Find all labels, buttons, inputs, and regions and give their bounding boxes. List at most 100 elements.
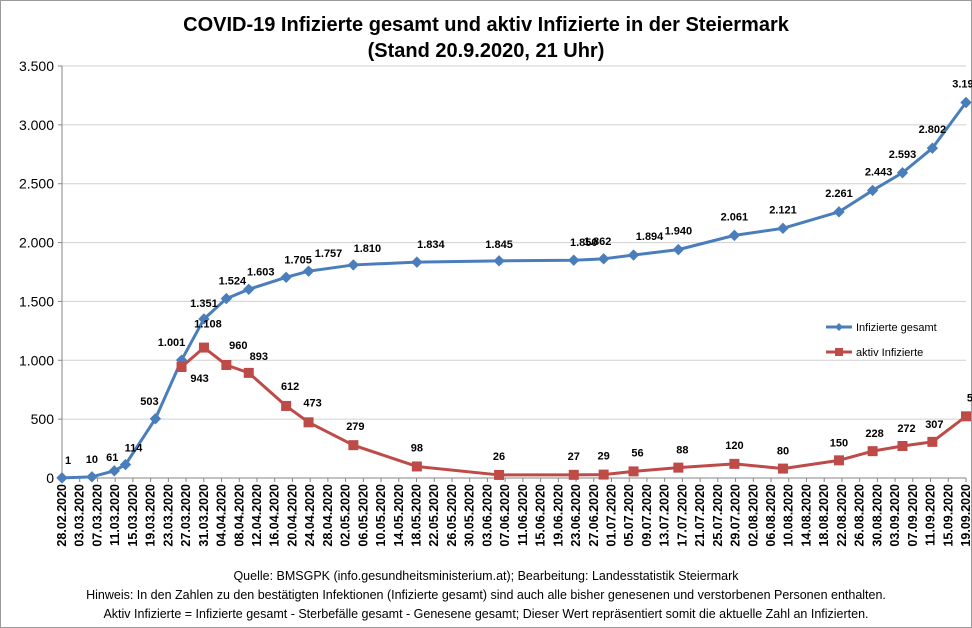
data-point-aktiv-infizierte <box>961 411 971 422</box>
data-label: 2.443 <box>865 166 893 178</box>
x-tick-label: 19.06.2020 <box>551 484 565 547</box>
data-label: 228 <box>865 428 883 440</box>
data-point-aktiv-infizierte <box>221 359 232 370</box>
chart-footer: Quelle: BMSGPK (info.gesundheitsminister… <box>0 567 972 624</box>
footer-source: Quelle: BMSGPK (info.gesundheitsminister… <box>233 569 739 583</box>
data-label: 88 <box>676 445 688 457</box>
data-point-infizierte-gesamt <box>926 142 939 154</box>
data-point-aktiv-infizierte <box>243 367 254 378</box>
data-label: 893 <box>250 351 268 363</box>
data-label: 524 <box>967 392 972 404</box>
data-label: 1.810 <box>354 243 382 255</box>
data-point-aktiv-infizierte <box>176 361 187 372</box>
data-label: 2.061 <box>721 211 749 223</box>
data-point-aktiv-infizierte <box>729 458 740 469</box>
x-tick-label: 16.04.2020 <box>268 484 282 547</box>
data-point-infizierte-gesamt <box>493 255 505 267</box>
data-label: 26 <box>493 451 505 463</box>
x-tick-label: 26.08.2020 <box>853 484 867 547</box>
data-point-infizierte-gesamt <box>866 184 879 197</box>
y-tick-label: 1.500 <box>19 293 54 309</box>
data-point-infizierte-gesamt <box>220 292 233 305</box>
data-point-infizierte-gesamt <box>86 471 98 483</box>
y-tick-label: 2.000 <box>19 235 54 251</box>
x-tick-label: 07.03.2020 <box>90 484 104 547</box>
data-label: 1.850 <box>570 237 598 249</box>
x-tick-label: 22.08.2020 <box>835 484 849 547</box>
data-label: 307 <box>925 419 943 431</box>
x-tick-label: 01.07.2020 <box>604 484 618 547</box>
y-tick-label: 2.500 <box>19 176 54 192</box>
y-tick-label: 3.000 <box>19 117 54 133</box>
x-tick-label: 25.07.2020 <box>711 484 725 547</box>
x-tick-label: 24.04.2020 <box>303 484 317 547</box>
data-label: 120 <box>725 440 743 452</box>
data-label: 1.894 <box>636 231 664 243</box>
data-point-infizierte-gesamt <box>280 271 292 284</box>
y-tick-label: 1.000 <box>19 352 54 368</box>
data-point-infizierte-gesamt <box>243 283 255 296</box>
data-point-aktiv-infizierte <box>833 455 844 466</box>
x-tick-label: 15.06.2020 <box>534 484 548 547</box>
x-tick-label: 17.07.2020 <box>675 484 689 547</box>
data-label: 1.351 <box>190 298 218 310</box>
data-label: 1.834 <box>417 239 445 251</box>
data-point-aktiv-infizierte <box>281 400 292 411</box>
y-tick-label: 500 <box>31 411 55 427</box>
data-label: 150 <box>830 437 848 449</box>
legend-marker-diamond <box>835 323 843 331</box>
data-point-aktiv-infizierte <box>411 461 422 472</box>
data-label: 56 <box>631 447 643 459</box>
data-point-aktiv-infizierte <box>348 440 359 451</box>
x-tick-label: 15.09.2020 <box>941 484 955 547</box>
data-label: 1.001 <box>158 337 186 349</box>
x-tick-label: 11.03.2020 <box>108 484 122 546</box>
data-label: 80 <box>777 446 789 458</box>
data-label: 1.705 <box>284 254 312 266</box>
data-point-infizierte-gesamt <box>347 259 360 271</box>
data-label: 473 <box>303 397 321 409</box>
data-point-infizierte-gesamt <box>411 256 423 268</box>
data-label: 943 <box>190 373 208 385</box>
series-line-aktiv-infizierte <box>180 346 967 477</box>
x-tick-label: 23.06.2020 <box>569 484 583 547</box>
x-tick-label: 15.03.2020 <box>126 484 140 547</box>
y-tick-label: 3.500 <box>19 58 54 74</box>
x-tick-label: 26.05.2020 <box>445 484 459 547</box>
data-label: 2.802 <box>919 124 947 136</box>
data-point-infizierte-gesamt <box>597 253 610 265</box>
data-label: 2.593 <box>889 149 917 161</box>
x-tick-label: 09.07.2020 <box>640 484 654 547</box>
data-label: 114 <box>125 443 144 455</box>
x-tick-label: 07.09.2020 <box>906 484 920 547</box>
data-point-infizierte-gesamt <box>568 254 580 266</box>
x-tick-label: 03.03.2020 <box>73 484 87 547</box>
x-tick-label: 06.08.2020 <box>764 484 778 547</box>
data-point-aktiv-infizierte <box>494 469 505 480</box>
x-tick-label: 02.08.2020 <box>746 484 760 547</box>
x-tick-label: 03.09.2020 <box>888 484 902 547</box>
x-tick-label: 30.05.2020 <box>463 484 477 547</box>
x-tick-label: 13.07.2020 <box>658 484 672 547</box>
x-tick-label: 27.03.2020 <box>179 484 193 547</box>
data-label: 1.108 <box>194 319 222 331</box>
data-point-aktiv-infizierte <box>598 469 609 480</box>
data-point-aktiv-infizierte <box>568 469 579 480</box>
footer-definition: Aktiv Infizierte = Infizierte gesamt - S… <box>103 607 869 621</box>
legend-label: aktiv Infizierte <box>856 347 923 359</box>
data-label: 10 <box>86 454 98 466</box>
data-label: 3.190 <box>952 78 972 90</box>
data-label: 2.261 <box>825 188 853 200</box>
data-label: 1.603 <box>247 266 275 278</box>
x-tick-label: 23.03.2020 <box>161 484 175 547</box>
x-tick-label: 14.08.2020 <box>799 484 813 547</box>
data-label: 29 <box>598 451 610 463</box>
x-tick-label: 19.03.2020 <box>144 484 158 547</box>
x-tick-label: 29.07.2020 <box>729 484 743 547</box>
data-label: 503 <box>140 396 158 408</box>
x-tick-label: 28.02.2020 <box>55 484 69 547</box>
x-tick-label: 10.05.2020 <box>374 484 388 547</box>
data-point-infizierte-gesamt <box>672 243 685 256</box>
